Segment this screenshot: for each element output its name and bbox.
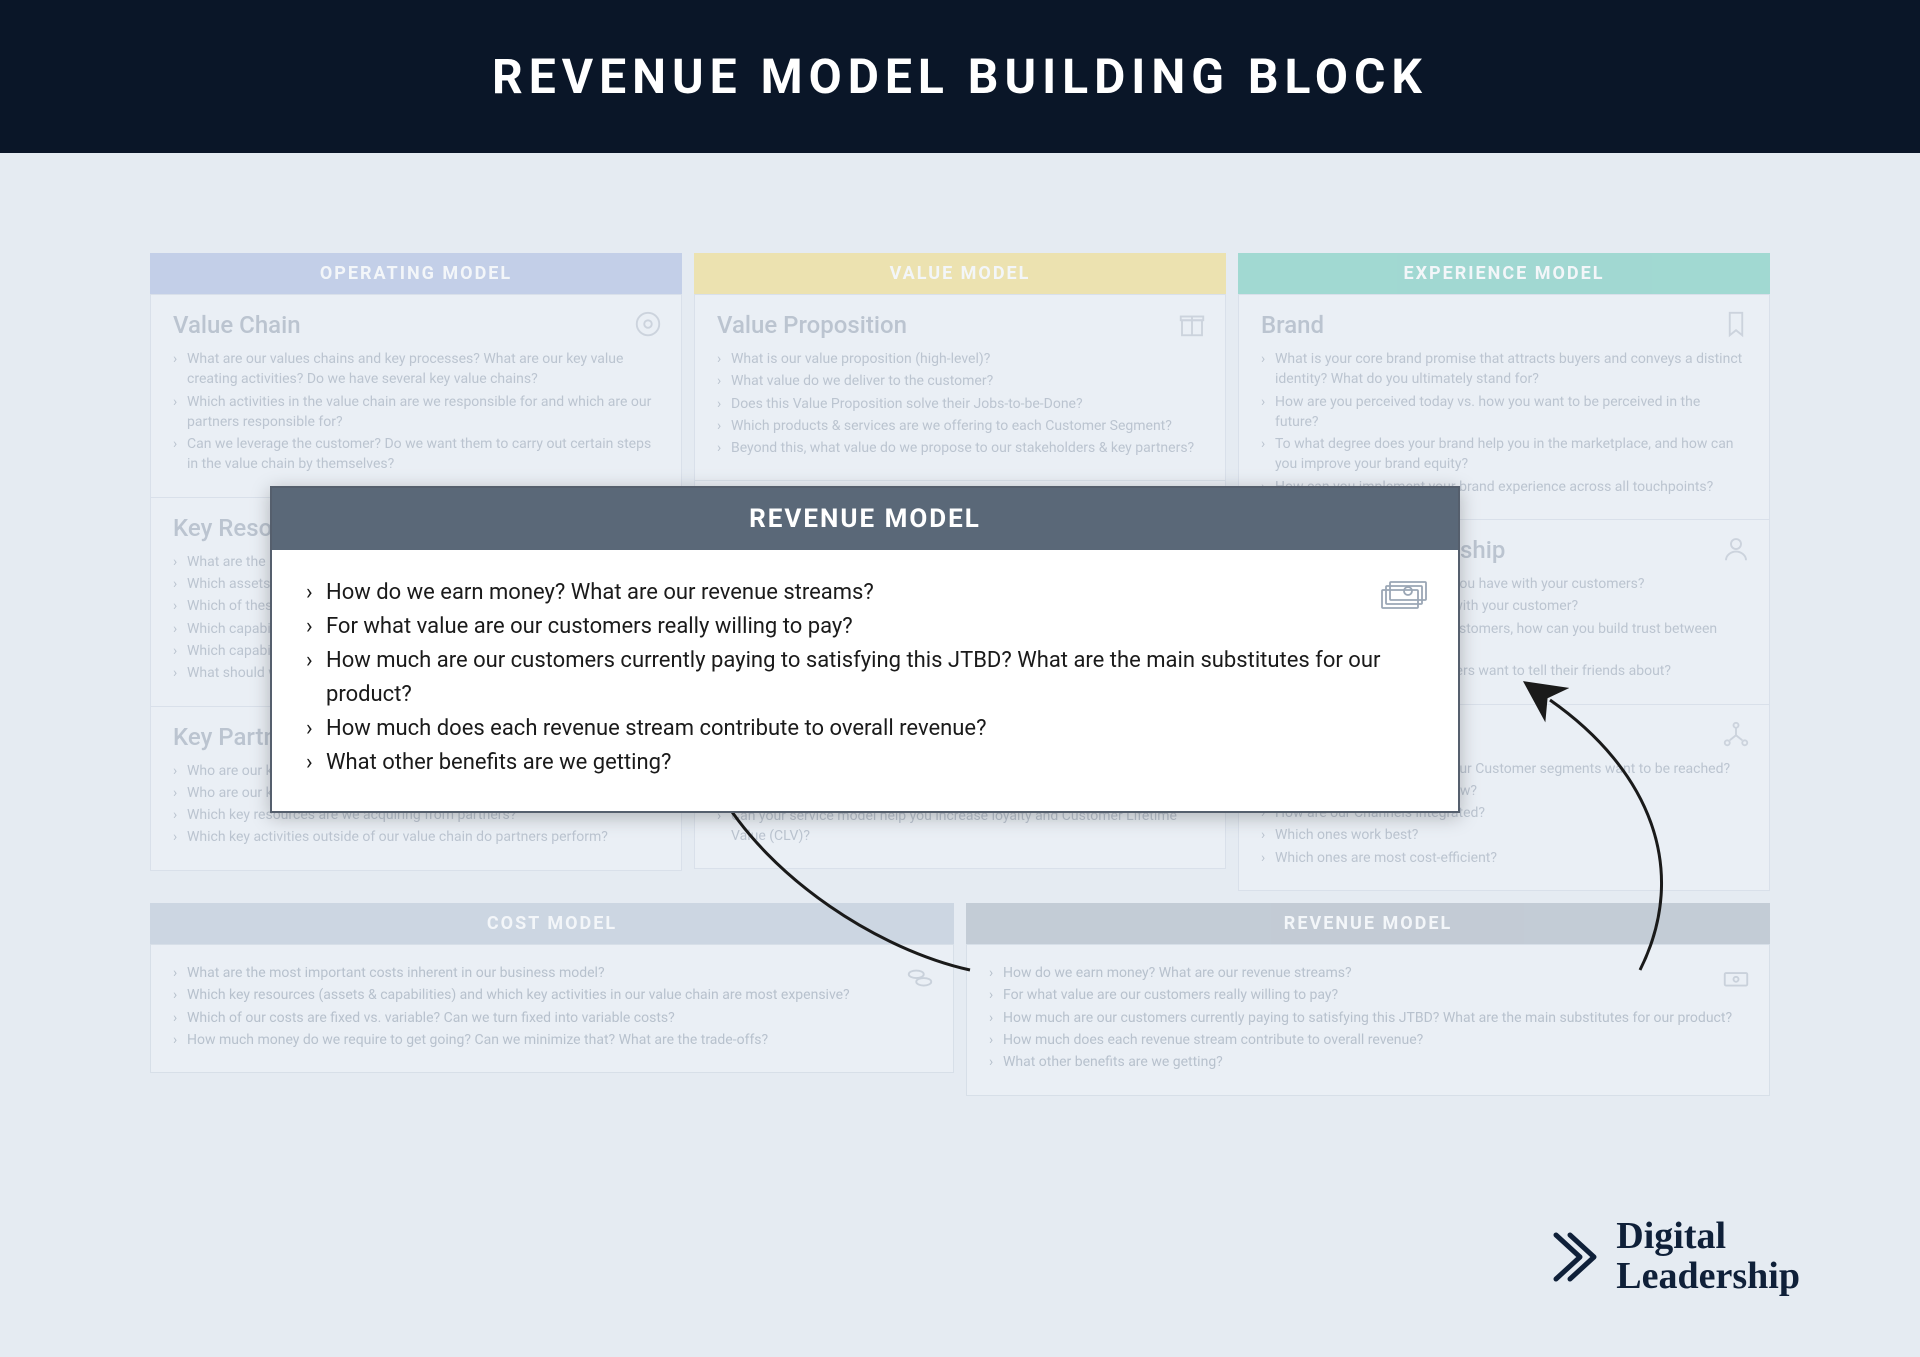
logo-mark-icon bbox=[1550, 1227, 1598, 1287]
header-cost: COST MODEL bbox=[150, 903, 954, 944]
card-value-chain: Value Chain What are our values chains a… bbox=[150, 294, 682, 498]
q: Which of our costs are fixed vs. variabl… bbox=[173, 1008, 931, 1028]
page-title-bar: REVENUE MODEL BUILDING BLOCK bbox=[0, 0, 1920, 153]
network-icon bbox=[1721, 719, 1751, 749]
card-title: Value Proposition bbox=[717, 311, 1203, 339]
q: Does this Value Proposition solve their … bbox=[717, 394, 1203, 414]
q: Which key resources (assets & capabiliti… bbox=[173, 985, 931, 1005]
q: How do we earn money? What are our reven… bbox=[989, 963, 1747, 983]
q: Which products & services are we offerin… bbox=[717, 416, 1203, 436]
q: What is our value proposition (high-leve… bbox=[717, 349, 1203, 369]
q: Which ones are most cost-efficient? bbox=[1261, 848, 1747, 868]
bookmark-icon bbox=[1721, 309, 1751, 339]
q: How do we earn money? What are our reven… bbox=[306, 576, 1424, 610]
q: What is your core brand promise that att… bbox=[1261, 349, 1747, 390]
revenue-col: REVENUE MODEL How do we earn money? What… bbox=[966, 903, 1770, 1095]
question-list: What is our value proposition (high-leve… bbox=[717, 349, 1203, 458]
card-value-proposition: Value Proposition What is our value prop… bbox=[694, 294, 1226, 481]
q: How much does each revenue stream contri… bbox=[306, 712, 1424, 746]
question-list: How do we earn money? What are our reven… bbox=[989, 963, 1747, 1072]
gear-icon bbox=[633, 309, 663, 339]
q: Beyond this, what value do we propose to… bbox=[717, 438, 1203, 458]
q: What value do we deliver to the customer… bbox=[717, 371, 1203, 391]
col-header-value: VALUE MODEL bbox=[694, 253, 1226, 294]
col-header-operating: OPERATING MODEL bbox=[150, 253, 682, 294]
brand-logo: Digital Leadership bbox=[1550, 1217, 1800, 1297]
q: Which key activities outside of our valu… bbox=[173, 827, 659, 847]
q: What are the most important costs inhere… bbox=[173, 963, 931, 983]
q: For what value are our customers really … bbox=[306, 610, 1424, 644]
spotlight-body: How do we earn money? What are our reven… bbox=[272, 550, 1458, 811]
col-header-experience: EXPERIENCE MODEL bbox=[1238, 253, 1770, 294]
q: How are you perceived today vs. how you … bbox=[1261, 392, 1747, 433]
person-icon bbox=[1721, 534, 1751, 564]
question-list: What is your core brand promise that att… bbox=[1261, 349, 1747, 497]
q: What other benefits are we getting? bbox=[306, 746, 1424, 780]
question-list: What are the most important costs inhere… bbox=[173, 963, 931, 1050]
spotlight-question-list: How do we earn money? What are our reven… bbox=[306, 576, 1424, 781]
bottom-row: COST MODEL What are the most important c… bbox=[150, 903, 1770, 1095]
q: How much are our customers currently pay… bbox=[989, 1008, 1747, 1028]
cost-col: COST MODEL What are the most important c… bbox=[150, 903, 954, 1095]
header-revenue: REVENUE MODEL bbox=[966, 903, 1770, 944]
q: What other benefits are we getting? bbox=[989, 1052, 1747, 1072]
q: Can we leverage the customer? Do we want… bbox=[173, 434, 659, 475]
q: Which activities in the value chain are … bbox=[173, 392, 659, 433]
logo-line1: Digital bbox=[1616, 1217, 1800, 1257]
q: What are our values chains and key proce… bbox=[173, 349, 659, 390]
question-list: What are our values chains and key proce… bbox=[173, 349, 659, 475]
card-title: Brand bbox=[1261, 311, 1747, 339]
q: For what value are our customers really … bbox=[989, 985, 1747, 1005]
logo-line2: Leadership bbox=[1616, 1257, 1800, 1297]
q: How much money do we require to get goin… bbox=[173, 1030, 931, 1050]
q: How much does each revenue stream contri… bbox=[989, 1030, 1747, 1050]
q: How much are our customers currently pay… bbox=[306, 644, 1424, 712]
gift-icon bbox=[1177, 309, 1207, 339]
spotlight-revenue-model: REVENUE MODEL How do we earn money? What… bbox=[270, 486, 1460, 813]
q: To what degree does your brand help you … bbox=[1261, 434, 1747, 475]
q: Which ones work best? bbox=[1261, 825, 1747, 845]
page-title: REVENUE MODEL BUILDING BLOCK bbox=[492, 48, 1428, 105]
logo-text: Digital Leadership bbox=[1616, 1217, 1800, 1297]
card-title: Value Chain bbox=[173, 311, 659, 339]
spotlight-header: REVENUE MODEL bbox=[272, 488, 1458, 550]
card-cost: What are the most important costs inhere… bbox=[150, 944, 954, 1073]
card-revenue: How do we earn money? What are our reven… bbox=[966, 944, 1770, 1095]
